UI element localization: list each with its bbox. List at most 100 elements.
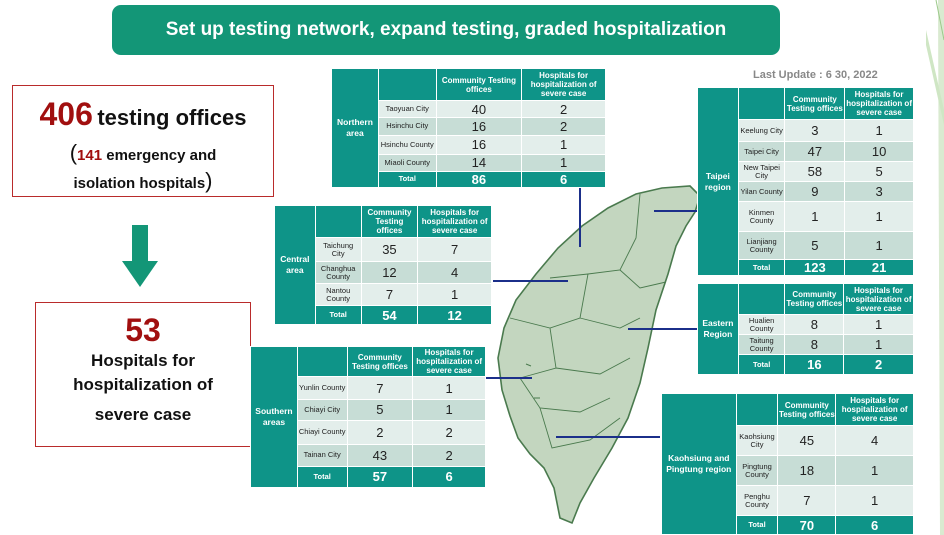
city-name: Yilan County (737, 181, 786, 202)
total-hospitals: 6 (521, 170, 606, 189)
total-label: Total (737, 354, 786, 375)
community-header: Community Testing offices (346, 345, 414, 378)
total-row: Total 123 21 (698, 259, 914, 276)
table-row: Taipei City 47 10 (698, 141, 914, 162)
hospital-count: 2 (521, 100, 606, 119)
total-hospitals: 6 (835, 515, 914, 535)
city-name: Keelung City (737, 119, 786, 142)
close-paren: ) (205, 168, 213, 193)
city-name: Yunlin County (296, 376, 348, 401)
community-header: Community Testing offices (784, 283, 845, 315)
city-name: Taitung County (737, 334, 786, 355)
hospital-count: 1 (843, 334, 914, 355)
hospitals-line-2: hospitalization of (73, 375, 213, 394)
table-row: Taichung City 35 7 (275, 237, 492, 262)
city-name: Hualien County (737, 314, 786, 335)
hospital-count: 1 (412, 399, 486, 421)
southern-areas-table: Southern areas Community Testing offices… (250, 345, 486, 489)
decorative-stripe (926, 0, 944, 535)
community-count: 16 (435, 117, 523, 136)
hospital-count: 1 (835, 455, 914, 486)
table-row: Yunlin County 7 1 (251, 376, 486, 401)
hospital-count: 1 (412, 376, 486, 401)
hospitals-line-3: severe case (94, 405, 192, 424)
community-count: 45 (777, 425, 837, 456)
eastern-region-label: Eastern Region (697, 283, 739, 375)
down-arrow-icon (122, 225, 158, 287)
hospitals-box: 53 Hospitals for hospitalization of seve… (35, 302, 251, 447)
total-label: Total (314, 305, 362, 325)
community-count: 43 (346, 443, 414, 467)
northern-region-label: Northern area (331, 68, 379, 188)
total-hospitals: 21 (844, 259, 914, 276)
table-row: Hsinchu City 16 2 (332, 117, 606, 136)
hospitals-count: 53 (125, 312, 161, 348)
total-row: Total 16 2 (698, 354, 914, 375)
table-row: Kaohsiung City 45 4 (662, 425, 914, 456)
total-hospitals: 12 (417, 305, 492, 325)
table-row: Pingtung County 18 1 (662, 455, 914, 486)
table-row: Kinmen County 1 1 (698, 201, 914, 232)
table-row: Chiayi County 2 2 (251, 419, 486, 445)
total-row: Total 57 6 (251, 465, 486, 489)
city-name: Lianjiang County (737, 231, 786, 260)
central-area-table: Central area Community Testing offices H… (274, 205, 492, 325)
total-label: Total (377, 170, 437, 189)
community-count: 7 (360, 283, 419, 306)
table-row: New Taipei City 58 5 (698, 161, 914, 182)
hospital-count: 1 (844, 119, 914, 142)
title-banner: Set up testing network, expand testing, … (112, 5, 780, 55)
community-count: 9 (784, 181, 846, 202)
city-name: Hsinchu County (377, 134, 437, 155)
community-count: 5 (346, 399, 414, 421)
hospital-count: 3 (844, 181, 914, 202)
hospital-count: 2 (521, 117, 606, 136)
community-count: 7 (777, 485, 837, 516)
hospital-count: 1 (417, 283, 492, 306)
total-label: Total (296, 465, 348, 489)
hospital-count: 4 (417, 261, 492, 284)
hospital-count: 1 (844, 231, 914, 260)
city-name: New Taipei City (737, 161, 786, 182)
total-community: 70 (777, 515, 837, 535)
hospital-count: 1 (521, 134, 606, 155)
table-row: Hsinchu County 16 1 (332, 134, 606, 155)
community-header: Community Testing offices (784, 87, 846, 120)
offices-count: 406 (39, 96, 93, 132)
emergency-label-2: isolation hospitals (73, 175, 206, 192)
community-count: 8 (784, 314, 845, 335)
kaohsiung-region-label: Kaohsiung and Pingtung region (661, 393, 737, 535)
blank-header (737, 87, 786, 120)
hospital-count: 1 (521, 153, 606, 172)
table-row: Lianjiang County 5 1 (698, 231, 914, 260)
hospital-count: 1 (843, 314, 914, 335)
total-label: Total (735, 515, 779, 535)
table-row: Yilan County 9 3 (698, 181, 914, 202)
table-row: Penghu County 7 1 (662, 485, 914, 516)
blank-header (314, 205, 362, 238)
community-count: 18 (777, 455, 837, 486)
total-community: 57 (346, 465, 414, 489)
table-row: Changhua County 12 4 (275, 261, 492, 284)
hospital-count: 2 (412, 419, 486, 445)
emergency-label: emergency and (106, 147, 217, 164)
table-row: Taitung County 8 1 (698, 334, 914, 355)
kaohsiung-pingtung-table: Kaohsiung and Pingtung region Community … (661, 393, 914, 535)
total-row: Total 70 6 (662, 515, 914, 535)
hospital-count: 5 (844, 161, 914, 182)
last-update: Last Update : 6 30, 2022 (753, 69, 878, 81)
community-count: 1 (784, 201, 846, 232)
taipei-region-label: Taipei region (697, 87, 739, 276)
community-count: 40 (435, 100, 523, 119)
community-count: 12 (360, 261, 419, 284)
community-count: 2 (346, 419, 414, 445)
city-name: Taoyuan City (377, 100, 437, 119)
southern-region-label: Southern areas (250, 346, 298, 488)
total-community: 86 (435, 170, 523, 189)
central-region-label: Central area (274, 205, 316, 325)
eastern-region-table: Eastern Region Community Testing offices… (697, 283, 914, 375)
community-count: 8 (784, 334, 845, 355)
community-count: 16 (435, 134, 523, 155)
northern-area-table: Northern area Community Testing offices … (331, 67, 606, 189)
city-name: Penghu County (735, 485, 779, 516)
